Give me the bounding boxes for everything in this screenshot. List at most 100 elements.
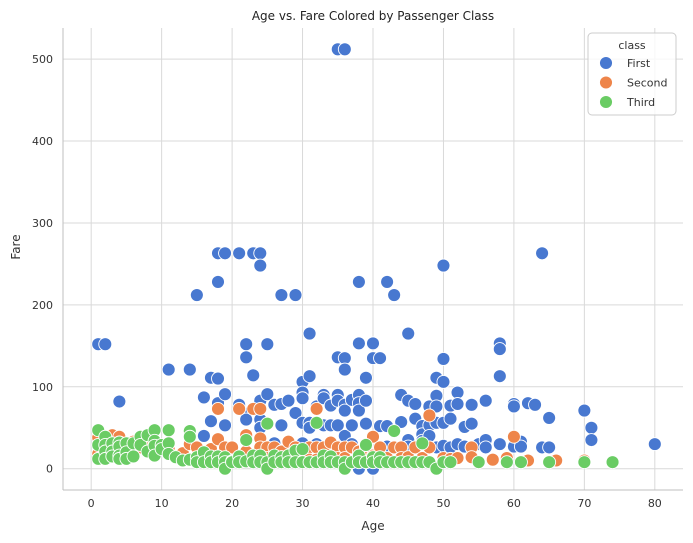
- data-point: [309, 401, 324, 416]
- data-point: [112, 394, 127, 409]
- chart-title: Age vs. Fare Colored by Passenger Class: [252, 9, 494, 23]
- data-point: [330, 418, 345, 433]
- data-point: [408, 397, 423, 411]
- x-tick-label: 60: [507, 497, 521, 510]
- x-tick-label: 50: [436, 497, 450, 510]
- data-point: [337, 403, 352, 418]
- y-tick-label: 400: [32, 135, 53, 148]
- data-point: [450, 397, 465, 411]
- data-point: [485, 452, 500, 467]
- data-point: [401, 326, 416, 341]
- data-point: [514, 439, 528, 454]
- data-point: [443, 455, 458, 470]
- data-point: [239, 337, 254, 352]
- data-point: [584, 433, 599, 447]
- data-point: [542, 455, 557, 470]
- data-point: [281, 393, 296, 408]
- data-point: [239, 350, 254, 365]
- x-tick-label: 30: [296, 497, 310, 510]
- legend-label: Third: [626, 96, 655, 109]
- data-point: [274, 418, 289, 433]
- data-point: [443, 411, 458, 426]
- data-point: [499, 455, 514, 470]
- data-point: [260, 416, 275, 431]
- data-point: [351, 274, 366, 289]
- data-point: [295, 442, 310, 456]
- data-point: [211, 401, 225, 416]
- data-point: [359, 393, 373, 408]
- y-tick-label: 0: [46, 463, 53, 476]
- data-point: [309, 415, 324, 430]
- data-point: [584, 420, 599, 435]
- data-point: [288, 288, 303, 302]
- legend-marker: [599, 95, 613, 109]
- data-point: [218, 387, 232, 402]
- data-point: [337, 362, 352, 377]
- legend-box: [587, 32, 677, 116]
- data-point: [478, 440, 493, 455]
- data-point: [366, 336, 380, 351]
- series-third: [91, 415, 620, 476]
- data-point: [351, 336, 366, 351]
- data-point: [492, 369, 507, 384]
- data-point: [218, 246, 232, 261]
- data-point: [528, 397, 542, 412]
- data-point: [351, 403, 366, 418]
- data-point: [196, 390, 211, 405]
- data-point: [492, 437, 507, 452]
- data-point: [542, 440, 557, 455]
- data-point: [232, 246, 247, 261]
- data-point: [359, 416, 373, 431]
- data-point: [647, 437, 662, 452]
- y-tick-label: 500: [32, 53, 53, 66]
- data-point: [436, 351, 451, 366]
- data-point: [464, 416, 479, 431]
- data-point: [337, 42, 352, 57]
- data-point: [295, 391, 310, 406]
- data-point: [506, 399, 521, 414]
- data-point: [196, 428, 211, 443]
- data-point: [204, 414, 218, 429]
- y-tick-label: 200: [32, 299, 53, 312]
- y-tick-label: 100: [32, 381, 53, 394]
- data-point: [506, 429, 521, 444]
- y-axis-label: Fare: [9, 234, 23, 259]
- data-point: [161, 423, 176, 438]
- data-point: [211, 371, 225, 386]
- data-point: [577, 455, 592, 470]
- legend-marker: [599, 75, 613, 90]
- data-point: [232, 401, 247, 416]
- x-tick-label: 20: [225, 497, 239, 510]
- data-point: [436, 258, 451, 273]
- data-point: [274, 288, 289, 302]
- data-point: [161, 362, 176, 377]
- data-point: [182, 429, 197, 444]
- data-point: [535, 246, 550, 261]
- data-point: [218, 418, 232, 433]
- data-point: [182, 362, 197, 377]
- data-point: [387, 288, 402, 302]
- legend-label: Second: [627, 77, 667, 90]
- data-point: [302, 369, 317, 384]
- data-point: [260, 387, 275, 402]
- data-point: [253, 401, 268, 416]
- tick-labels: 0 10 20 30 40 50 60 70 80 0 100 200 300 400 500: [32, 53, 662, 510]
- data-point: [98, 337, 113, 352]
- data-point: [344, 418, 359, 433]
- data-point: [239, 433, 254, 447]
- y-tick-label: 300: [32, 217, 53, 230]
- data-point: [189, 288, 204, 302]
- legend-title: class: [618, 39, 646, 52]
- data-point: [380, 274, 395, 289]
- data-point: [253, 258, 268, 273]
- data-point: [464, 397, 479, 412]
- data-point: [373, 351, 387, 366]
- data-point: [359, 437, 373, 452]
- x-tick-label: 80: [648, 497, 662, 510]
- legend-label: First: [627, 57, 651, 70]
- data-point: [422, 408, 437, 423]
- x-tick-label: 10: [155, 497, 169, 510]
- series-first: [91, 42, 662, 476]
- data-point: [542, 410, 557, 425]
